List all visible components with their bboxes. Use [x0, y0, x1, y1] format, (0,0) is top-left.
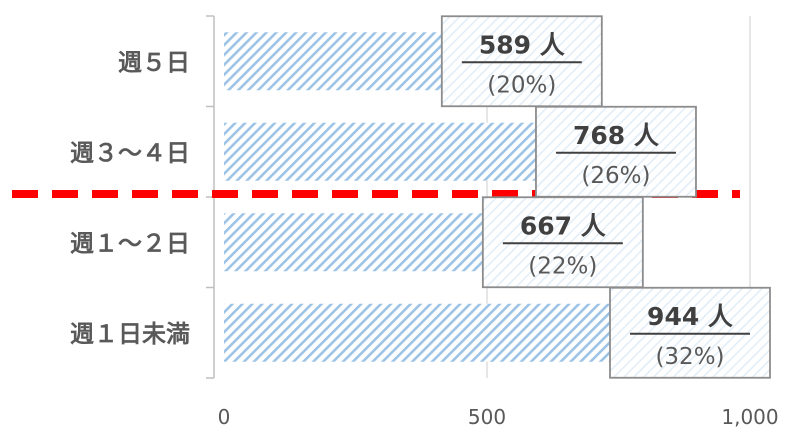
tick-label: 1,000 — [721, 405, 778, 429]
data-labels: 589 人 (20%) 768 人 (26%) 667 人 (22%) 944 人 (32%) — [440, 15, 771, 379]
data-label: 768 人 (26%) — [535, 105, 697, 198]
data-label-percent: (22%) — [528, 253, 597, 279]
data-label: 667 人 (22%) — [481, 196, 644, 289]
data-label-percent: (32%) — [655, 344, 724, 370]
data-label-value: 944 人 — [647, 302, 733, 331]
category-label: 週５日 — [118, 48, 190, 76]
data-label-value: 667 人 — [520, 211, 606, 240]
value-axis-ticks: 0 500 1,000 — [218, 405, 779, 429]
tick-label: 500 — [468, 405, 506, 429]
data-label: 589 人 (20%) — [440, 15, 603, 108]
data-label-percent: (20%) — [487, 72, 556, 98]
category-label: 週１～２日 — [70, 229, 190, 257]
data-label-value: 589 人 — [479, 30, 565, 59]
data-label-percent: (26%) — [581, 163, 650, 189]
category-label: 週１日未満 — [70, 320, 190, 348]
category-label: 週３～４日 — [70, 139, 190, 167]
data-label: 944 人 (32%) — [609, 286, 771, 379]
tick-label: 0 — [218, 405, 231, 429]
data-label-value: 768 人 — [573, 121, 659, 150]
